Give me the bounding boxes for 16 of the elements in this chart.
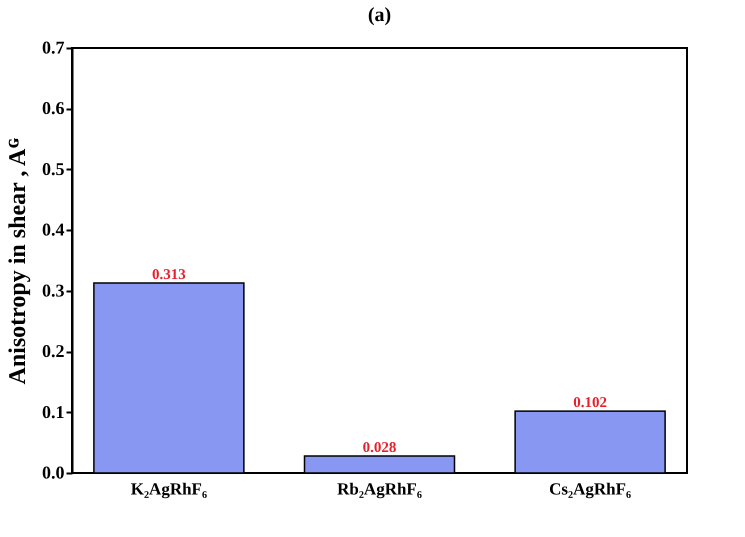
data-label: 0.313: [152, 266, 186, 283]
y-tick-label: 0.4: [42, 220, 64, 240]
y-tick-label: 0.5: [42, 158, 64, 179]
y-tick-label: 0.0: [42, 462, 64, 482]
y-tick-label: 0.2: [42, 341, 64, 362]
y-axis-title: Anisotropy in shear , Aᴳ: [5, 138, 31, 384]
data-label: 0.028: [362, 440, 396, 456]
x-tick-label: Cs₂AgRhF₆: [549, 480, 632, 498]
y-tick-label: 0.7: [42, 38, 64, 58]
x-tick-label: Rb₂AgRhF₆: [337, 480, 422, 498]
x-tick-label: K₂AgRhF₆: [130, 480, 208, 498]
y-tick-label: 0.1: [42, 402, 64, 422]
data-label: 0.102: [573, 395, 607, 412]
chart-title: (a): [368, 4, 392, 26]
y-tick-label: 0.3: [42, 280, 64, 300]
y-tick-label: 0.6: [42, 98, 64, 118]
